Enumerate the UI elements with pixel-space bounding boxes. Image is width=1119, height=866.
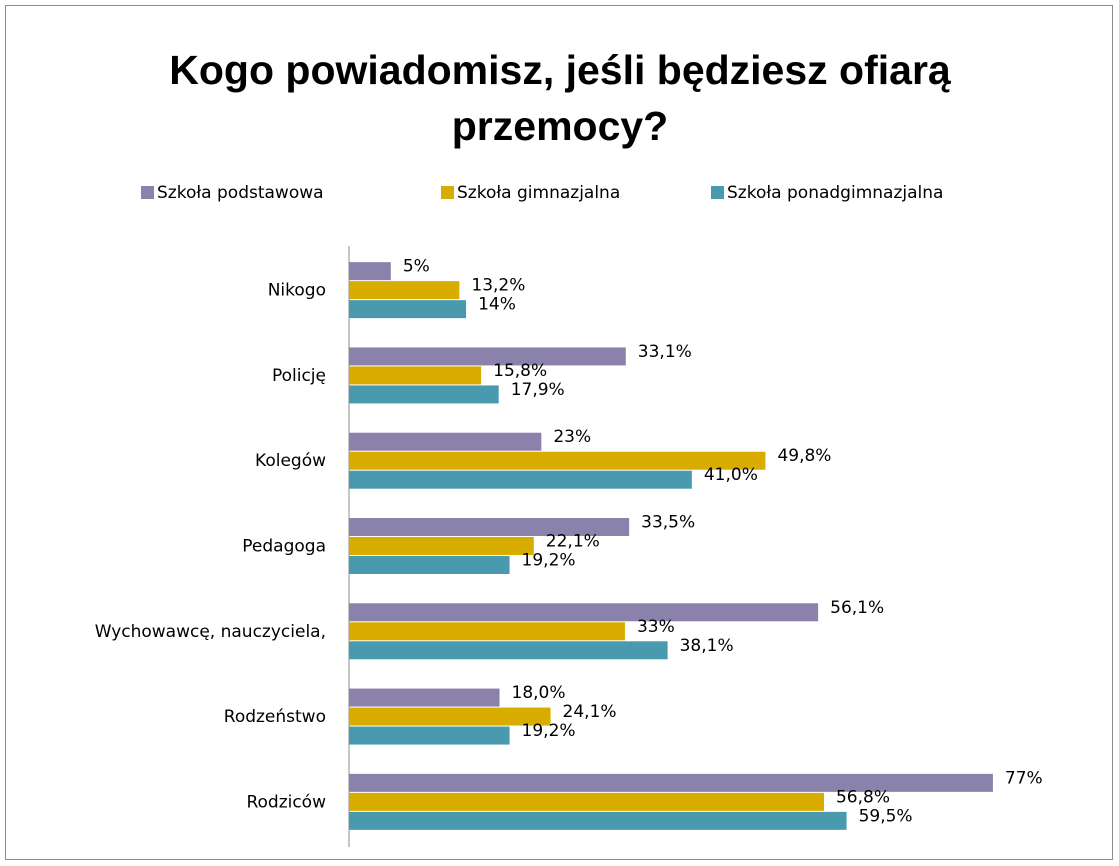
bar	[349, 688, 500, 707]
bar	[349, 556, 510, 574]
legend-swatch	[141, 186, 154, 199]
y-tick-label: Pedagoga	[242, 537, 326, 557]
data-label: 5%	[403, 257, 430, 277]
data-label: 56,8%	[836, 787, 890, 807]
legend-label: Szkoła ponadgimnazjalna	[727, 183, 943, 203]
y-tick-label: Policję	[272, 366, 326, 386]
bar	[349, 451, 766, 470]
bar	[349, 470, 692, 489]
bar	[349, 347, 626, 366]
legend-label: Szkoła gimnazjalna	[457, 183, 620, 203]
bar	[349, 622, 625, 641]
bar	[349, 641, 668, 660]
bar	[349, 792, 824, 811]
data-label: 24,1%	[563, 702, 617, 722]
data-label: 38,1%	[680, 636, 734, 656]
y-tick-label: Kolegów	[255, 451, 326, 471]
bar	[349, 385, 499, 404]
bar	[349, 811, 847, 830]
bar	[349, 281, 460, 300]
bar	[349, 537, 534, 555]
legend-swatch	[441, 186, 454, 199]
bar	[349, 366, 482, 385]
data-label: 19,2%	[522, 721, 576, 741]
data-label: 22,1%	[546, 532, 600, 552]
y-tick-label: Wychowawcę, nauczyciela,	[95, 622, 326, 642]
data-label: 18,0%	[512, 683, 566, 703]
y-tick-label: Rodziców	[246, 792, 326, 812]
bar	[349, 262, 391, 281]
bar	[349, 707, 551, 726]
y-tick-label: Nikogo	[268, 281, 326, 301]
legend-swatch	[711, 186, 724, 199]
data-label: 41,0%	[704, 465, 758, 485]
data-label: 77%	[1005, 768, 1043, 788]
bar	[349, 518, 630, 536]
y-tick-label: Rodzeństwo	[224, 707, 326, 727]
bar	[349, 773, 993, 792]
data-label: 59,5%	[859, 806, 913, 826]
data-label: 56,1%	[830, 598, 884, 618]
data-label: 15,8%	[493, 361, 547, 381]
data-label: 17,9%	[511, 380, 565, 400]
chart-frame	[5, 5, 1113, 860]
legend-label: Szkoła podstawowa	[157, 183, 324, 203]
data-label: 33,5%	[641, 513, 695, 533]
bar	[349, 603, 819, 622]
data-label: 23%	[553, 427, 591, 447]
bar	[349, 432, 542, 451]
data-label: 14%	[478, 295, 516, 315]
bar	[349, 300, 467, 319]
data-label: 13,2%	[471, 276, 525, 296]
data-label: 49,8%	[777, 446, 831, 466]
bar	[349, 726, 510, 745]
data-label: 33,1%	[638, 342, 692, 362]
chart-title: Kogo powiadomisz, jeśli będziesz ofiarą …	[169, 47, 951, 149]
data-label: 33%	[637, 617, 675, 637]
data-label: 19,2%	[522, 551, 576, 571]
